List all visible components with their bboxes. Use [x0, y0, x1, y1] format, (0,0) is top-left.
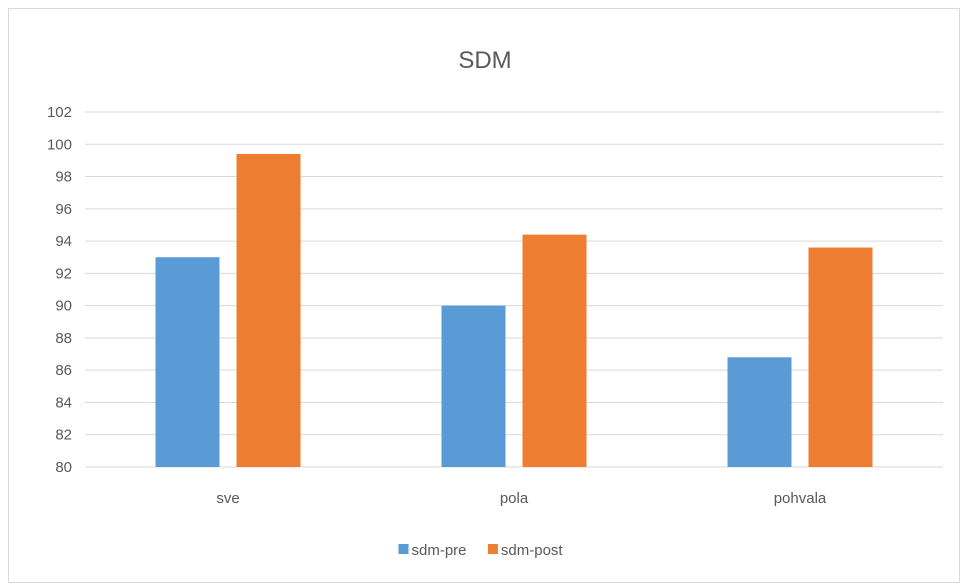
bar-sdm-post-pohvala	[808, 247, 873, 467]
bar-sdm-post-pola	[522, 234, 587, 467]
legend-label-sdm-post: sdm-post	[501, 542, 564, 559]
x-category-label: pohvala	[774, 490, 827, 507]
y-tick-label: 102	[47, 104, 72, 121]
bar-sdm-post-sve	[236, 153, 301, 468]
chart-svg: SDM 80 82 84 86 88 90 92 94 96 98 100 102 sve pola poh…	[47, 47, 943, 559]
chart-title: SDM	[458, 47, 511, 74]
legend: sdm-pre sdm-post	[398, 542, 564, 559]
y-tick-label: 86	[55, 362, 72, 379]
bar-sdm-pre-sve	[155, 257, 220, 467]
x-category-label: pola	[500, 490, 529, 507]
bar-sdm-pre-pola	[441, 305, 506, 467]
x-category-label: sve	[216, 490, 239, 507]
y-tick-label: 100	[47, 136, 72, 153]
grid-layer	[85, 111, 943, 468]
chart-frame: SDM 80 82 84 86 88 90 92 94 96 98 100 102 sve pola poh…	[8, 8, 960, 583]
y-tick-label: 82	[55, 427, 72, 444]
legend-label-sdm-pre: sdm-pre	[412, 542, 467, 559]
y-tick-label: 90	[55, 298, 72, 315]
y-tick-label: 88	[55, 330, 72, 347]
y-tick-label: 94	[55, 233, 72, 250]
bar-layer	[155, 153, 873, 468]
legend-swatch-sdm-post	[487, 544, 498, 554]
y-tick-label: 92	[55, 265, 72, 282]
legend-swatch-sdm-pre	[398, 544, 409, 554]
y-tick-label: 84	[55, 394, 72, 411]
bar-sdm-pre-pohvala	[727, 357, 792, 467]
y-tick-label: 80	[55, 459, 72, 476]
axis-layer: 80 82 84 86 88 90 92 94 96 98 100 102 sve pola pohvala	[47, 104, 827, 507]
y-tick-label: 98	[55, 169, 72, 186]
y-tick-label: 96	[55, 201, 72, 218]
